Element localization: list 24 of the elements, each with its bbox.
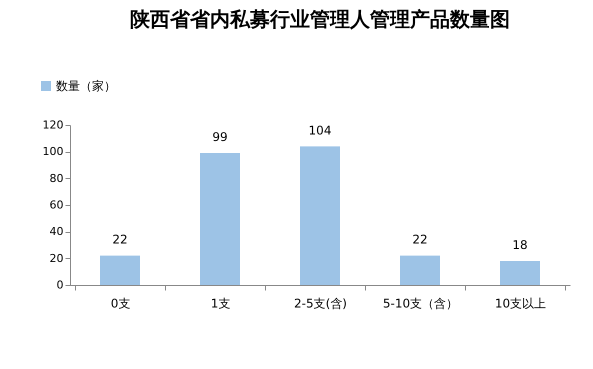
y-tick-label: 100	[42, 145, 64, 158]
x-tick-label: 10支以上	[494, 296, 546, 310]
y-tick-label: 0	[56, 278, 64, 292]
data-label: 99	[212, 130, 228, 144]
bar	[100, 256, 140, 285]
data-label: 18	[512, 238, 528, 252]
bar	[200, 153, 240, 285]
y-tick-label: 60	[50, 198, 64, 212]
y-tick-label: 20	[50, 252, 64, 265]
bar	[300, 146, 340, 285]
x-tick-label: 1支	[210, 296, 230, 310]
chart-title: 陕西省省内私募行业管理人管理产品数量图	[130, 8, 510, 31]
data-label: 104	[308, 123, 332, 138]
bar	[400, 256, 440, 285]
data-label: 22	[112, 232, 128, 247]
x-tick-label: 5-10支（含）	[382, 296, 458, 310]
y-tick-label: 80	[50, 172, 64, 185]
x-tick-label: 0支	[110, 296, 130, 310]
legend-label: 数量（家）	[56, 79, 116, 93]
x-tick-label: 2-5支(含)	[294, 296, 347, 310]
y-tick-label: 120	[42, 118, 64, 132]
bar	[500, 261, 540, 285]
data-label: 22	[412, 232, 428, 247]
y-tick-label: 40	[50, 225, 64, 238]
